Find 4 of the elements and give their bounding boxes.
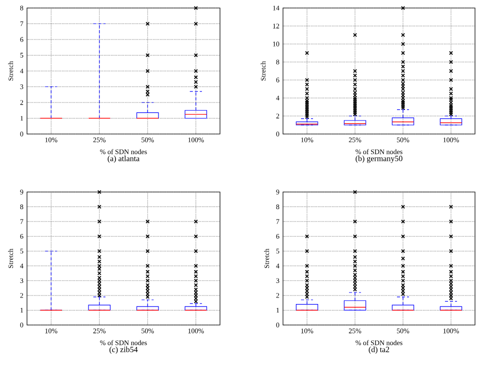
text: (c) zib54 (110, 346, 138, 354)
text: (a) atlanta (108, 156, 140, 163)
text: (d) ta2 (368, 346, 390, 354)
text: (b) germany50 (356, 156, 402, 163)
